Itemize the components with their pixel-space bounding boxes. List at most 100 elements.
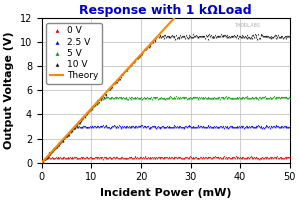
Point [117, 77, 122, 80]
Point [77, 121, 82, 124]
Point [72, 126, 76, 129]
Point [95, 99, 100, 102]
Point [77, 156, 82, 159]
Point [213, 33, 218, 36]
Point [75, 156, 80, 159]
Point [184, 34, 188, 37]
Point [130, 124, 135, 128]
Point [204, 156, 209, 160]
Point [152, 39, 157, 42]
Point [242, 35, 247, 38]
Point [245, 125, 250, 128]
Point [223, 157, 227, 160]
Point [199, 156, 203, 159]
X-axis label: Incident Power (mW): Incident Power (mW) [100, 188, 232, 198]
Point [232, 34, 237, 38]
Point [117, 156, 122, 159]
Point [165, 125, 170, 129]
Point [115, 125, 120, 128]
Point [205, 96, 210, 99]
Point [102, 97, 106, 100]
Point [165, 34, 170, 38]
Point [111, 156, 116, 159]
Point [98, 155, 103, 158]
Point [52, 147, 57, 150]
Point [129, 62, 134, 65]
Point [254, 96, 259, 99]
Point [282, 125, 287, 128]
Point [129, 156, 134, 159]
Point [42, 158, 47, 161]
Point [111, 96, 116, 99]
Point [120, 124, 124, 127]
Point [242, 125, 247, 129]
Point [73, 125, 77, 129]
Point [262, 156, 267, 159]
Point [62, 136, 67, 139]
Point [55, 157, 60, 160]
Point [269, 96, 274, 99]
Point [281, 95, 286, 99]
Point [287, 125, 292, 128]
Point [158, 156, 163, 159]
Point [136, 96, 141, 99]
Point [257, 125, 262, 128]
Point [67, 131, 72, 135]
Point [75, 123, 80, 126]
Point [280, 156, 285, 159]
Point [74, 125, 78, 128]
Point [56, 155, 61, 158]
Point [183, 124, 188, 127]
Point [202, 96, 207, 99]
Point [251, 34, 256, 37]
Point [267, 95, 272, 98]
Point [242, 156, 247, 159]
Point [72, 126, 76, 130]
Point [44, 156, 48, 160]
Point [62, 136, 67, 139]
Point [206, 96, 211, 100]
Point [82, 115, 86, 118]
Point [109, 125, 114, 128]
Point [231, 97, 236, 100]
Point [213, 97, 218, 100]
Point [185, 125, 190, 128]
Point [59, 138, 64, 142]
Point [271, 124, 275, 127]
Point [174, 95, 178, 98]
Point [203, 156, 208, 159]
Point [102, 97, 107, 100]
Point [166, 35, 171, 38]
Point [272, 35, 276, 38]
Point [238, 125, 242, 128]
Point [45, 154, 50, 157]
Point [134, 156, 139, 159]
Point [203, 96, 208, 99]
Point [110, 85, 115, 88]
Point [44, 155, 49, 158]
Point [142, 96, 147, 99]
Point [114, 156, 119, 159]
Point [158, 96, 163, 99]
Point [284, 34, 289, 38]
Point [52, 147, 57, 150]
Point [108, 156, 113, 159]
Point [179, 125, 184, 128]
Point [208, 125, 212, 128]
Point [40, 160, 45, 164]
Point [128, 95, 133, 98]
Point [57, 142, 62, 145]
Point [256, 124, 260, 127]
Point [277, 96, 281, 99]
Point [141, 157, 146, 160]
Point [154, 34, 159, 37]
Point [246, 156, 250, 159]
Point [229, 34, 234, 38]
Point [161, 157, 166, 160]
Point [216, 125, 221, 129]
Point [39, 161, 44, 164]
Point [77, 156, 82, 159]
Point [158, 125, 163, 128]
Point [191, 96, 196, 99]
Point [278, 34, 283, 37]
